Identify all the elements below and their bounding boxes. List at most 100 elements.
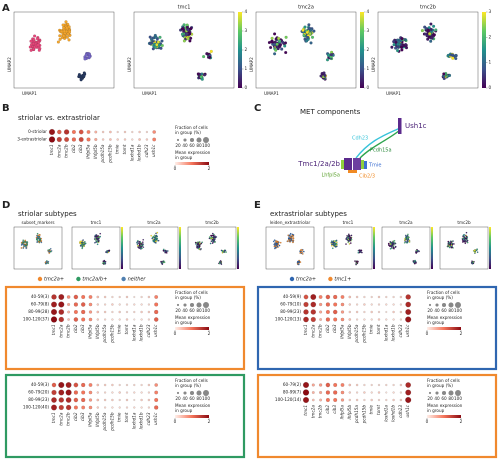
cell-dot bbox=[426, 37, 430, 41]
size-legend-label: 80 bbox=[448, 308, 454, 313]
expression-dot bbox=[154, 295, 159, 299]
gene-label: loxhd1a bbox=[383, 324, 388, 341]
cell-dot bbox=[350, 242, 352, 244]
cell-dot bbox=[471, 260, 473, 262]
cell-dot bbox=[81, 240, 83, 243]
cell-dot bbox=[142, 239, 144, 241]
legend-title: in group (%) bbox=[175, 130, 201, 135]
expression-dot bbox=[88, 383, 93, 387]
expression-dot bbox=[392, 303, 395, 306]
expression-dot bbox=[147, 383, 151, 387]
cell-dot bbox=[36, 235, 38, 237]
expression-dot bbox=[370, 398, 373, 402]
gene-label: cdh23 bbox=[398, 405, 403, 418]
expression-dot bbox=[73, 310, 78, 314]
gene-label: cdh23 bbox=[144, 144, 149, 157]
cell-dot bbox=[346, 235, 348, 237]
cell-dot bbox=[289, 234, 291, 236]
expression-dot bbox=[370, 303, 373, 306]
size-legend-dot bbox=[428, 303, 432, 307]
size-legend-dot bbox=[428, 391, 432, 395]
cell-dot bbox=[348, 233, 350, 236]
cell-dot bbox=[329, 53, 333, 57]
cell-dot bbox=[272, 240, 275, 243]
expression-dot bbox=[325, 317, 330, 322]
size-legend-label: 100 bbox=[454, 396, 462, 401]
expression-dot bbox=[133, 318, 136, 321]
size-legend-label: 80 bbox=[196, 308, 202, 313]
cell-dot bbox=[215, 236, 218, 238]
cell-dot bbox=[291, 235, 293, 237]
row-label: 80-99(28) bbox=[28, 309, 49, 314]
gene-label: tmc2b bbox=[66, 412, 71, 426]
size-legend-label: 60 bbox=[189, 143, 195, 148]
expression-dot bbox=[96, 391, 99, 394]
expression-dot bbox=[88, 295, 93, 299]
cell-dot bbox=[336, 241, 338, 244]
gene-label: loxhd1b bbox=[139, 324, 144, 341]
expression-dot bbox=[392, 310, 395, 314]
axis-label: UMAP2 bbox=[7, 57, 12, 72]
colorbar-tick-label: 2 bbox=[367, 47, 370, 52]
cell-dot bbox=[394, 246, 397, 248]
cell-dot bbox=[451, 246, 453, 249]
cell-dot bbox=[82, 74, 86, 78]
cell-dot bbox=[82, 243, 85, 246]
legend-title: Mean expression bbox=[175, 403, 211, 408]
colorbar-tick-label: 0 bbox=[174, 166, 177, 171]
expression-dot bbox=[133, 310, 136, 314]
expression-dot bbox=[399, 303, 402, 306]
row-label: 80-99(7) bbox=[283, 390, 301, 395]
size-legend-label: 20 bbox=[427, 308, 433, 313]
cell-dot bbox=[22, 247, 25, 249]
cell-dot bbox=[387, 242, 390, 245]
gene-label: pcdh15b bbox=[109, 324, 114, 344]
legend-label: neither bbox=[128, 277, 147, 283]
expression-dot bbox=[138, 130, 141, 134]
cell-dot bbox=[36, 37, 39, 41]
cell-dot bbox=[83, 245, 85, 247]
expression-dot bbox=[154, 309, 159, 315]
legend-swatch bbox=[37, 276, 43, 282]
cell-dot bbox=[37, 48, 41, 52]
expression-dot bbox=[73, 390, 78, 395]
cell-dot bbox=[99, 235, 101, 238]
gene-label: pcdh15b bbox=[109, 412, 114, 432]
cell-dot bbox=[414, 259, 416, 262]
colorbar bbox=[175, 162, 209, 165]
expression-dot bbox=[133, 296, 136, 298]
cell-dot bbox=[301, 28, 305, 32]
expression-dot bbox=[96, 318, 99, 321]
expression-dot bbox=[101, 138, 105, 141]
gene-label: tmc2a bbox=[310, 405, 315, 419]
cell-dot bbox=[151, 47, 155, 51]
gene-label: cib2 bbox=[73, 412, 78, 421]
cell-dot bbox=[392, 40, 396, 44]
cell-dot bbox=[434, 28, 438, 32]
cell-dot bbox=[392, 241, 395, 244]
diagram-label: Tmc1/2a/2b bbox=[297, 160, 340, 168]
size-legend-label: 80 bbox=[196, 396, 202, 401]
expression-dot bbox=[96, 398, 100, 402]
cell-dot bbox=[464, 237, 467, 240]
cell-dot bbox=[136, 243, 139, 245]
size-legend-label: 80 bbox=[196, 143, 202, 148]
expression-dot bbox=[356, 391, 359, 394]
cell-dot bbox=[331, 243, 333, 246]
gene-label: loxhd1a bbox=[129, 144, 134, 161]
gene-label: tmc2a bbox=[58, 412, 63, 426]
size-legend-dot bbox=[203, 302, 209, 308]
expression-dot bbox=[154, 405, 159, 410]
cell-dot bbox=[356, 260, 358, 263]
cell-dot bbox=[408, 236, 410, 239]
expression-dot bbox=[51, 390, 57, 396]
colorbar-tick-label: 2 bbox=[208, 166, 211, 171]
expression-dot bbox=[405, 389, 412, 396]
cell-dot bbox=[47, 262, 49, 264]
expression-dot bbox=[392, 391, 395, 394]
cell-dot bbox=[84, 53, 88, 57]
size-legend-label: 20 bbox=[427, 396, 433, 401]
cell-dot bbox=[60, 30, 64, 33]
expression-dot bbox=[405, 316, 412, 323]
embedding-frame bbox=[323, 226, 373, 270]
